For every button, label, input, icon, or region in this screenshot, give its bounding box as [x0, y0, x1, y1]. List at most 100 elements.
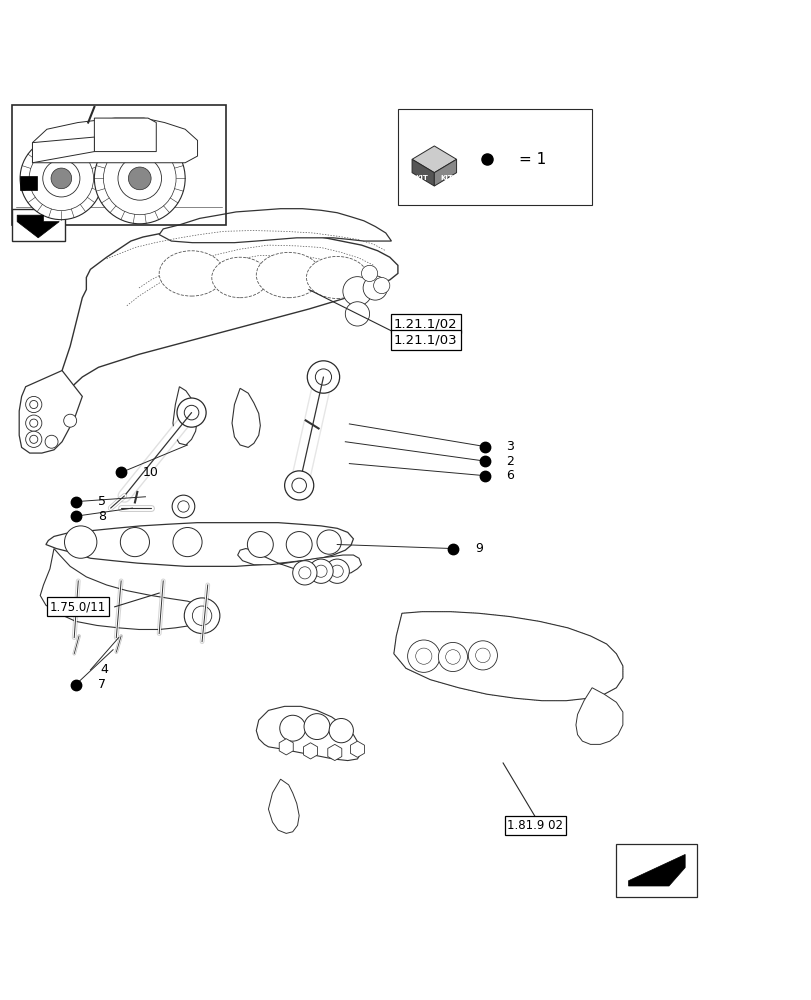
- Circle shape: [303, 714, 329, 740]
- Bar: [12, 105, 226, 225]
- Circle shape: [45, 435, 58, 448]
- Bar: [397, 109, 591, 205]
- Circle shape: [94, 133, 185, 224]
- Circle shape: [118, 157, 161, 200]
- Circle shape: [324, 559, 349, 583]
- Circle shape: [331, 565, 343, 577]
- Text: 3: 3: [506, 440, 513, 453]
- Circle shape: [192, 606, 212, 625]
- Text: 2: 2: [506, 455, 513, 468]
- Text: 8: 8: [97, 510, 105, 523]
- Polygon shape: [411, 146, 456, 173]
- Circle shape: [280, 715, 305, 741]
- Circle shape: [20, 137, 102, 220]
- Circle shape: [30, 435, 38, 443]
- Circle shape: [445, 650, 460, 664]
- Circle shape: [315, 369, 331, 385]
- Polygon shape: [328, 744, 341, 761]
- Polygon shape: [628, 854, 684, 886]
- Polygon shape: [32, 118, 197, 163]
- Circle shape: [63, 414, 76, 427]
- Ellipse shape: [256, 252, 320, 298]
- Circle shape: [438, 642, 467, 672]
- Text: 1.81.9 02: 1.81.9 02: [507, 819, 563, 832]
- Circle shape: [361, 265, 377, 282]
- Circle shape: [315, 565, 327, 577]
- Circle shape: [128, 167, 151, 190]
- Polygon shape: [94, 118, 156, 152]
- Circle shape: [103, 142, 176, 215]
- Bar: [616, 844, 697, 897]
- Circle shape: [298, 567, 311, 579]
- Circle shape: [173, 528, 202, 557]
- Circle shape: [475, 648, 490, 663]
- Text: 9: 9: [474, 542, 482, 555]
- Polygon shape: [238, 549, 361, 574]
- Text: 1.75.0/11: 1.75.0/11: [50, 600, 106, 613]
- Text: 5: 5: [97, 495, 105, 508]
- Circle shape: [307, 361, 339, 393]
- Circle shape: [415, 648, 431, 664]
- Text: KIT: KIT: [415, 175, 427, 181]
- Circle shape: [51, 168, 71, 189]
- Circle shape: [468, 641, 497, 670]
- Ellipse shape: [159, 251, 224, 296]
- Text: 10: 10: [143, 466, 159, 479]
- Polygon shape: [256, 706, 361, 761]
- Circle shape: [172, 495, 195, 518]
- Polygon shape: [393, 612, 622, 701]
- Polygon shape: [62, 229, 397, 395]
- Circle shape: [43, 160, 79, 197]
- Circle shape: [64, 526, 97, 558]
- Circle shape: [30, 400, 38, 409]
- Polygon shape: [173, 387, 197, 445]
- Polygon shape: [411, 159, 434, 186]
- Circle shape: [178, 501, 189, 512]
- Text: 1.21.1/02: 1.21.1/02: [393, 317, 457, 330]
- Circle shape: [247, 532, 273, 557]
- Circle shape: [308, 559, 333, 583]
- Circle shape: [26, 431, 42, 447]
- Polygon shape: [17, 215, 59, 238]
- Text: = 1: = 1: [519, 152, 546, 167]
- Ellipse shape: [306, 256, 367, 299]
- Bar: [12, 209, 64, 241]
- Polygon shape: [279, 739, 293, 755]
- Circle shape: [373, 277, 389, 294]
- Circle shape: [291, 478, 306, 493]
- Polygon shape: [434, 159, 456, 186]
- Circle shape: [292, 561, 316, 585]
- Ellipse shape: [212, 257, 268, 298]
- Circle shape: [328, 718, 353, 743]
- Text: KIT: KIT: [440, 175, 453, 181]
- Text: 7: 7: [97, 678, 105, 691]
- Circle shape: [29, 146, 93, 211]
- Circle shape: [316, 530, 341, 554]
- Polygon shape: [268, 779, 298, 833]
- Circle shape: [26, 415, 42, 431]
- Circle shape: [30, 419, 38, 427]
- Circle shape: [184, 405, 199, 420]
- Polygon shape: [232, 388, 260, 447]
- Circle shape: [26, 396, 42, 413]
- Text: 6: 6: [506, 469, 513, 482]
- Circle shape: [345, 302, 369, 326]
- Polygon shape: [41, 549, 205, 629]
- Polygon shape: [46, 523, 353, 566]
- Circle shape: [286, 532, 311, 557]
- Polygon shape: [32, 137, 94, 163]
- Circle shape: [363, 276, 387, 300]
- Polygon shape: [575, 688, 622, 744]
- Circle shape: [285, 471, 313, 500]
- Circle shape: [177, 398, 206, 427]
- Bar: [20, 176, 36, 190]
- Polygon shape: [159, 209, 391, 243]
- Polygon shape: [350, 741, 364, 757]
- Polygon shape: [303, 743, 317, 759]
- Circle shape: [120, 528, 149, 557]
- Text: 4: 4: [100, 663, 108, 676]
- Circle shape: [184, 598, 220, 634]
- Circle shape: [407, 640, 440, 672]
- Text: 1.21.1/03: 1.21.1/03: [393, 333, 457, 346]
- Circle shape: [342, 277, 371, 306]
